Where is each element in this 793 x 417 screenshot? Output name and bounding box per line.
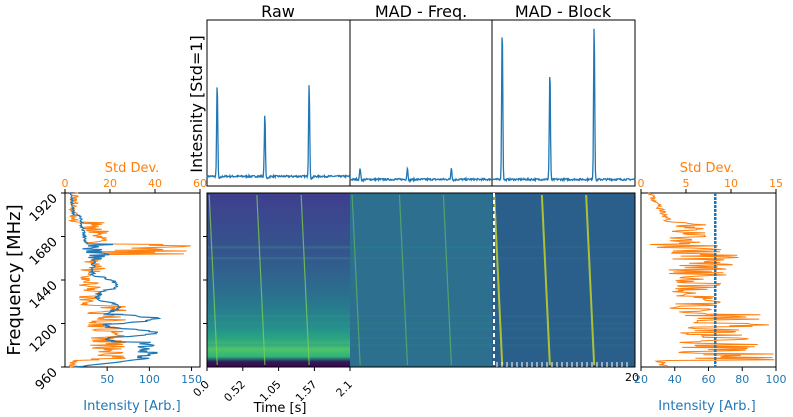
top-panel: Raw MAD - Freq. MAD - Block Intesnity [S…	[187, 2, 636, 187]
rfi-band-1-1	[350, 336, 492, 340]
pulse-track-0-0	[208, 194, 218, 366]
right-bandpass-lines	[648, 192, 775, 368]
right-bandpass-panel: 20 40 60 80 100 0 5 10 15 Std Dev. Intensity [Ar…	[203, 161, 787, 414]
pulse-track-2-1	[540, 194, 551, 366]
rfi-bands	[207, 246, 635, 347]
left-bandpass-lines	[68, 192, 191, 368]
left-bottom-axis-label: Intensity [Arb.]	[83, 399, 180, 414]
rfi-band-2-1	[492, 336, 635, 340]
rfi-band-0-0	[207, 344, 350, 347]
right-bottom-tick-label-2: 60	[702, 373, 716, 386]
rfi-band-2-2	[492, 327, 635, 331]
left-ytick-label-3: 1680	[27, 235, 61, 269]
block-xtick-start: 0	[491, 371, 498, 384]
rfi-band-0-6	[207, 246, 350, 249]
rfi-band-1-2	[350, 327, 492, 331]
rfi-band-2-4	[492, 315, 635, 318]
rfi-band-2-6	[492, 246, 635, 249]
left-ytick-label-1: 1200	[27, 322, 61, 356]
pulse-track-1-2	[442, 194, 453, 366]
column-title-raw: Raw	[261, 2, 295, 21]
right-top-tick-label-3: 15	[769, 177, 783, 190]
right-bottom-tick-label-1: 40	[668, 373, 682, 386]
rfi-band-0-3	[207, 322, 350, 325]
rfi-band-1-5	[350, 257, 492, 260]
right-bottom-tick-label-4: 100	[766, 373, 787, 386]
right-top-axis-label: Std Dev.	[680, 161, 735, 176]
top-panel-frame	[206, 19, 636, 187]
left-ytick-label-2: 1440	[27, 278, 61, 312]
left-ylabel: Frequency [MHz]	[4, 204, 25, 355]
rfi-band-1-4	[350, 315, 492, 318]
left-top-tick-label-1: 20	[103, 177, 117, 190]
left-ytick-label-0: 960	[33, 365, 61, 393]
right-ticks: 20 40 60 80 100 0 5 10 15	[203, 177, 787, 386]
left-top-tick-label-3: 60	[193, 177, 207, 190]
column-title-mad-block: MAD - Block	[515, 2, 612, 21]
spectrogram-raw	[207, 193, 350, 367]
left-intensity-line	[68, 192, 162, 368]
right-bottom-tick-label-3: 80	[735, 373, 749, 386]
right-stddev-line	[648, 192, 775, 368]
left-top-tick-label-0: 0	[62, 177, 69, 190]
timeseries-line-1	[349, 166, 493, 183]
right-bottom-tick-label-0: 20	[634, 373, 648, 386]
rfi-band-2-0	[492, 344, 635, 347]
pulse-track-1-1	[398, 194, 409, 366]
rfi-band-0-5	[207, 257, 350, 260]
pulse-track-2-0	[493, 194, 504, 366]
right-bottom-axis-label: Intensity [Arb.]	[658, 399, 755, 414]
timeseries-lines	[206, 28, 636, 183]
spectrogram-panel: 0.0 0.52 1.05 1.57 2.1 Time [s] 20 0	[191, 192, 639, 416]
rfi-band-2-3	[492, 322, 635, 325]
left-bottom-tick-label-1: 100	[139, 373, 160, 386]
rfi-band-1-3	[350, 322, 492, 325]
left-bandpass-panel: 960 1200 1440 1680 1920 50 100 150 0 20 40 60 Frequ…	[4, 161, 207, 414]
rfi-band-0-2	[207, 327, 350, 331]
left-bottom-tick-label-2: 150	[181, 373, 202, 386]
right-top-tick-label-1: 5	[683, 177, 690, 190]
rfi-band-0-1	[207, 336, 350, 340]
pulse-track-0-2	[300, 194, 310, 366]
left-top-tick-label-2: 40	[148, 177, 162, 190]
left-top-axis-label: Std Dev.	[105, 161, 160, 176]
rfi-band-1-0	[350, 344, 492, 347]
column-title-mad-freq: MAD - Freq.	[375, 2, 467, 21]
left-stddev-line	[68, 192, 191, 368]
rfi-band-1-6	[350, 246, 492, 249]
left-bottom-tick-label-0: 50	[100, 373, 114, 386]
spectrogram-mad-freq	[350, 193, 492, 367]
pulse-track-0-1	[256, 194, 266, 366]
raw-xtick-label-1: 0.52	[221, 378, 248, 405]
timeseries-line-2	[491, 28, 636, 183]
spectrogram-mad-block	[492, 193, 635, 367]
right-top-tick-label-2: 10	[724, 177, 738, 190]
block-xtick-end: 20	[625, 371, 639, 384]
timeseries-line-0	[206, 85, 351, 181]
rfi-band-0-4	[207, 315, 350, 318]
top-ylabel: Intesnity [Std=1]	[187, 35, 206, 172]
left-ytick-label-4: 1920	[27, 191, 61, 225]
right-top-tick-label-0: 0	[638, 177, 645, 190]
pulse-track-2-2	[585, 194, 596, 366]
pulse-track-1-0	[351, 194, 361, 366]
spectrogram-ticks: 0.0 0.52 1.05 1.57 2.1	[191, 362, 628, 405]
raw-xtick-label-end: 2.1	[334, 378, 356, 400]
rfi-band-2-5	[492, 257, 635, 260]
time-xlabel: Time [s]	[253, 401, 307, 416]
pulse-tracks	[208, 194, 596, 366]
